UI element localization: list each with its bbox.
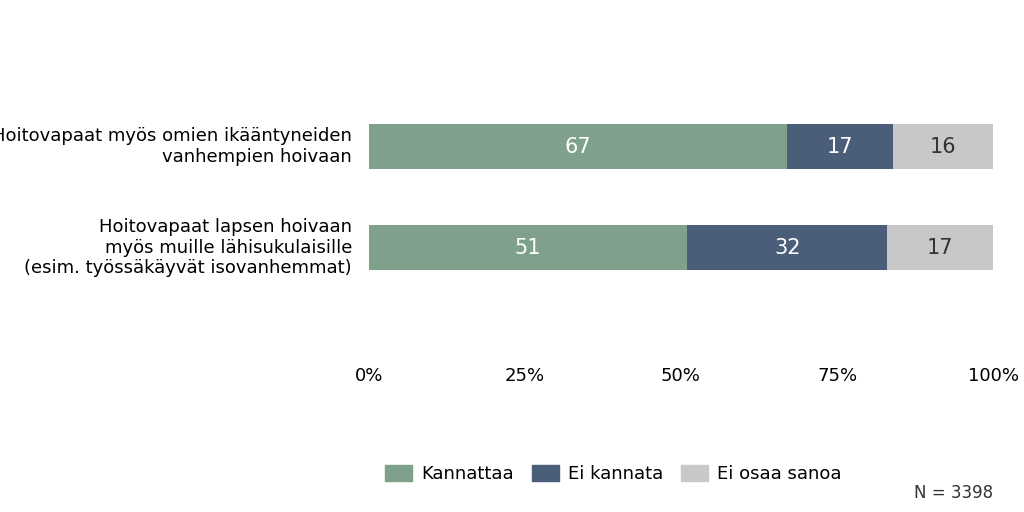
Text: 17: 17 <box>927 238 953 258</box>
Bar <box>887 225 993 270</box>
Bar <box>893 124 993 169</box>
Bar <box>787 124 893 169</box>
Legend: Kannattaa, Ei kannata, Ei osaa sanoa: Kannattaa, Ei kannata, Ei osaa sanoa <box>378 458 849 490</box>
Text: 67: 67 <box>564 137 591 157</box>
Text: N = 3398: N = 3398 <box>914 484 993 502</box>
Bar <box>369 124 787 169</box>
Bar <box>369 225 687 270</box>
Bar <box>687 225 887 270</box>
Text: 17: 17 <box>827 137 853 157</box>
Text: 51: 51 <box>515 238 541 258</box>
Text: 32: 32 <box>774 238 801 258</box>
Text: 16: 16 <box>930 137 956 157</box>
